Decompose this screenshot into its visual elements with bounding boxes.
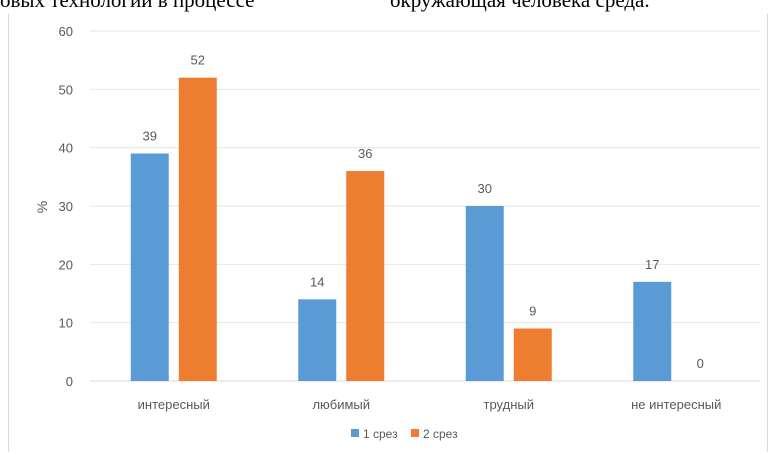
legend-label: 2 срез — [423, 427, 458, 441]
bar — [513, 328, 552, 381]
y-tick-label: 50 — [59, 82, 73, 97]
data-label: 0 — [697, 356, 704, 371]
document-text-fragment: овых технологий в процессе окружающая че… — [0, 0, 771, 12]
bar — [633, 281, 672, 381]
data-label: 39 — [143, 129, 157, 144]
category-label: не интересный — [631, 397, 721, 412]
bar — [346, 171, 385, 381]
data-label: 30 — [478, 181, 492, 196]
bar — [178, 77, 217, 382]
chart-frame — [8, 14, 768, 452]
y-tick-label: 30 — [59, 199, 73, 214]
data-label: 17 — [645, 257, 659, 272]
legend-swatch — [351, 429, 359, 437]
bar — [130, 153, 169, 381]
bar — [465, 206, 504, 381]
y-tick-label: 10 — [59, 316, 73, 331]
y-axis-title: % — [34, 201, 50, 213]
data-label: 36 — [358, 146, 372, 161]
category-label: любимый — [312, 397, 370, 412]
data-label: 52 — [191, 53, 205, 68]
bar — [298, 299, 337, 381]
legend-label: 1 срез — [363, 427, 398, 441]
y-tick-label: 40 — [59, 141, 73, 156]
category-label: трудный — [484, 397, 534, 412]
data-label: 9 — [529, 304, 536, 319]
y-tick-label: 60 — [59, 24, 73, 39]
y-tick-label: 20 — [59, 257, 73, 272]
data-label: 14 — [310, 274, 324, 289]
document-text-right: окружающая человека среда. — [390, 0, 650, 12]
document-text-left: овых технологий в процессе — [0, 0, 255, 12]
category-label: интересный — [138, 397, 210, 412]
y-tick-label: 0 — [66, 374, 73, 389]
legend-swatch — [411, 429, 419, 437]
